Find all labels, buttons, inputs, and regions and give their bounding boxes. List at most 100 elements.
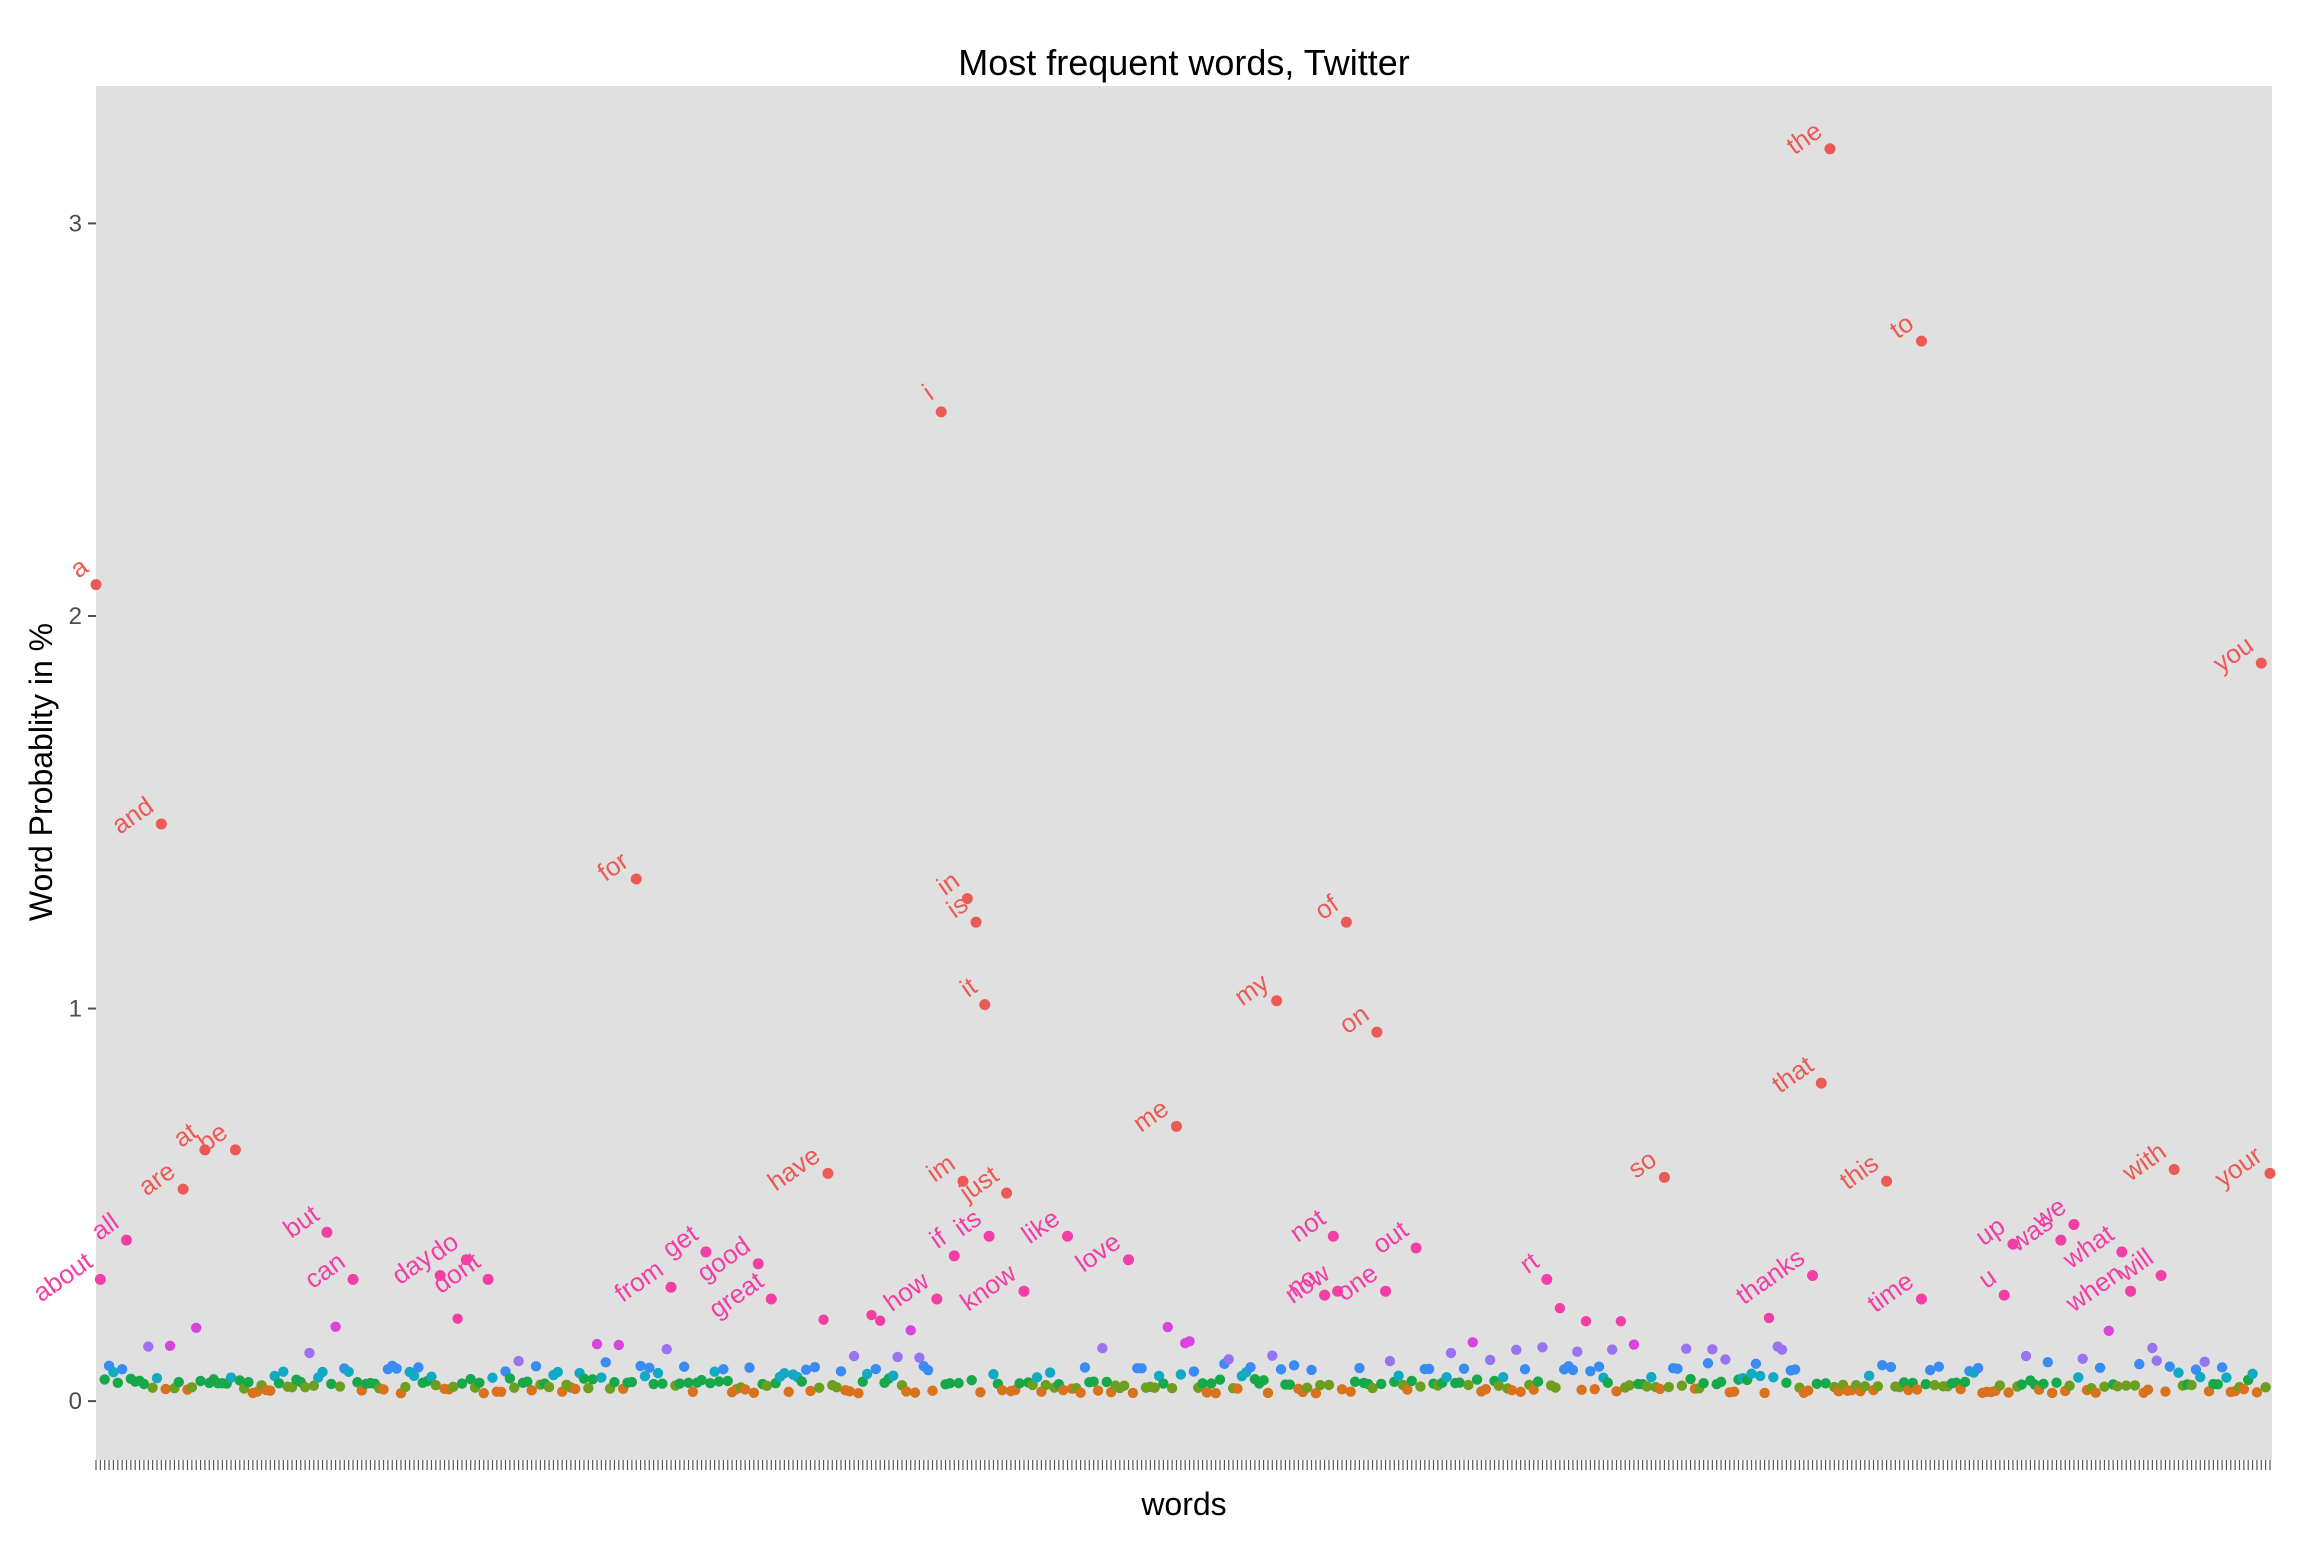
data-point xyxy=(1646,1371,1657,1383)
data-point xyxy=(644,1362,655,1374)
data-point xyxy=(870,1363,882,1375)
data-point xyxy=(1506,1385,1518,1396)
data-point-get xyxy=(700,1246,712,1258)
data-point-one xyxy=(1380,1285,1392,1297)
data-point xyxy=(1606,1344,1618,1355)
data-point xyxy=(1345,1386,1356,1397)
data-point-are xyxy=(177,1183,189,1195)
data-point xyxy=(1802,1385,1814,1396)
word-label-about: about xyxy=(27,1245,98,1307)
data-point-about xyxy=(94,1273,106,1285)
data-point xyxy=(2112,1381,2123,1392)
data-point xyxy=(448,1381,459,1393)
data-point xyxy=(1415,1381,1426,1392)
data-point-day xyxy=(434,1269,446,1281)
data-point-know xyxy=(1018,1285,1030,1297)
data-point xyxy=(848,1350,860,1362)
data-point xyxy=(456,1378,468,1389)
data-point xyxy=(709,1366,720,1377)
data-point xyxy=(652,1367,664,1379)
data-point xyxy=(1258,1375,1269,1386)
data-point-u xyxy=(1998,1289,2010,1301)
data-point-out xyxy=(1410,1242,1422,1254)
data-point xyxy=(1040,1379,1051,1391)
data-point xyxy=(2260,1382,2271,1393)
data-point xyxy=(1994,1380,2006,1391)
data-point-good xyxy=(752,1258,764,1270)
data-point xyxy=(609,1377,620,1388)
data-point xyxy=(1924,1364,1936,1376)
data-point xyxy=(2103,1325,2115,1336)
data-point xyxy=(352,1377,363,1388)
data-point xyxy=(151,1373,163,1384)
data-point-so xyxy=(1658,1171,1670,1183)
data-point-that xyxy=(1815,1077,1827,1089)
data-point xyxy=(160,1383,171,1395)
data-point-is xyxy=(970,916,982,928)
data-point xyxy=(1471,1374,1483,1385)
data-point xyxy=(243,1376,254,1388)
data-point xyxy=(225,1372,237,1383)
data-point xyxy=(1576,1384,1587,1396)
data-point-up xyxy=(2007,1238,2019,1250)
data-point xyxy=(1301,1382,1313,1393)
data-point xyxy=(1101,1376,1112,1388)
data-point xyxy=(2199,1356,2210,1368)
data-point xyxy=(195,1375,206,1387)
data-point xyxy=(583,1382,594,1394)
data-point-to xyxy=(1915,335,1927,347)
y-tick-label: 3 xyxy=(69,210,82,237)
data-point xyxy=(779,1367,790,1379)
data-point xyxy=(2134,1358,2145,1370)
data-point xyxy=(975,1387,986,1398)
data-point xyxy=(530,1361,542,1372)
data-point xyxy=(1267,1350,1278,1361)
data-point-dont xyxy=(482,1273,494,1285)
data-point xyxy=(1589,1383,1600,1395)
data-point xyxy=(1214,1374,1226,1385)
data-point-not xyxy=(1327,1230,1339,1242)
data-point xyxy=(1232,1383,1243,1394)
data-point xyxy=(909,1387,921,1398)
data-point-with xyxy=(2168,1163,2180,1175)
data-point xyxy=(1445,1347,1457,1359)
data-point xyxy=(844,1386,855,1397)
data-point-thanks xyxy=(1807,1269,1819,1281)
data-point xyxy=(1781,1377,1792,1388)
data-point xyxy=(875,1315,886,1326)
data-point-at xyxy=(199,1144,211,1156)
plot-panel xyxy=(96,86,2272,1460)
data-point xyxy=(1768,1372,1779,1383)
data-point xyxy=(138,1378,150,1390)
data-point xyxy=(2147,1342,2158,1354)
data-point-and xyxy=(155,818,167,830)
data-point-me xyxy=(1170,1120,1182,1132)
data-point xyxy=(744,1362,755,1373)
data-point xyxy=(1759,1387,1770,1399)
data-point xyxy=(988,1369,999,1380)
data-point xyxy=(1310,1387,1322,1399)
data-point xyxy=(1393,1370,1404,1381)
data-point xyxy=(1441,1372,1452,1383)
data-point xyxy=(696,1374,707,1386)
data-point xyxy=(452,1313,463,1324)
x-axis xyxy=(95,1460,2271,1470)
data-point xyxy=(1349,1376,1361,1387)
data-point xyxy=(2038,1378,2049,1390)
data-point xyxy=(1885,1361,1897,1373)
data-point xyxy=(2247,1368,2258,1379)
data-point xyxy=(400,1381,411,1393)
data-point xyxy=(504,1373,516,1384)
data-point xyxy=(1044,1367,1056,1378)
data-point xyxy=(116,1363,128,1375)
data-point xyxy=(522,1376,533,1387)
data-point xyxy=(378,1384,389,1395)
data-point xyxy=(705,1377,716,1389)
data-point xyxy=(1593,1361,1605,1372)
data-point xyxy=(1959,1376,1971,1388)
data-point xyxy=(1702,1358,1714,1369)
data-point-from xyxy=(665,1281,677,1293)
data-point-of xyxy=(1340,916,1352,928)
data-point xyxy=(1149,1382,1160,1393)
data-point xyxy=(1463,1379,1474,1391)
